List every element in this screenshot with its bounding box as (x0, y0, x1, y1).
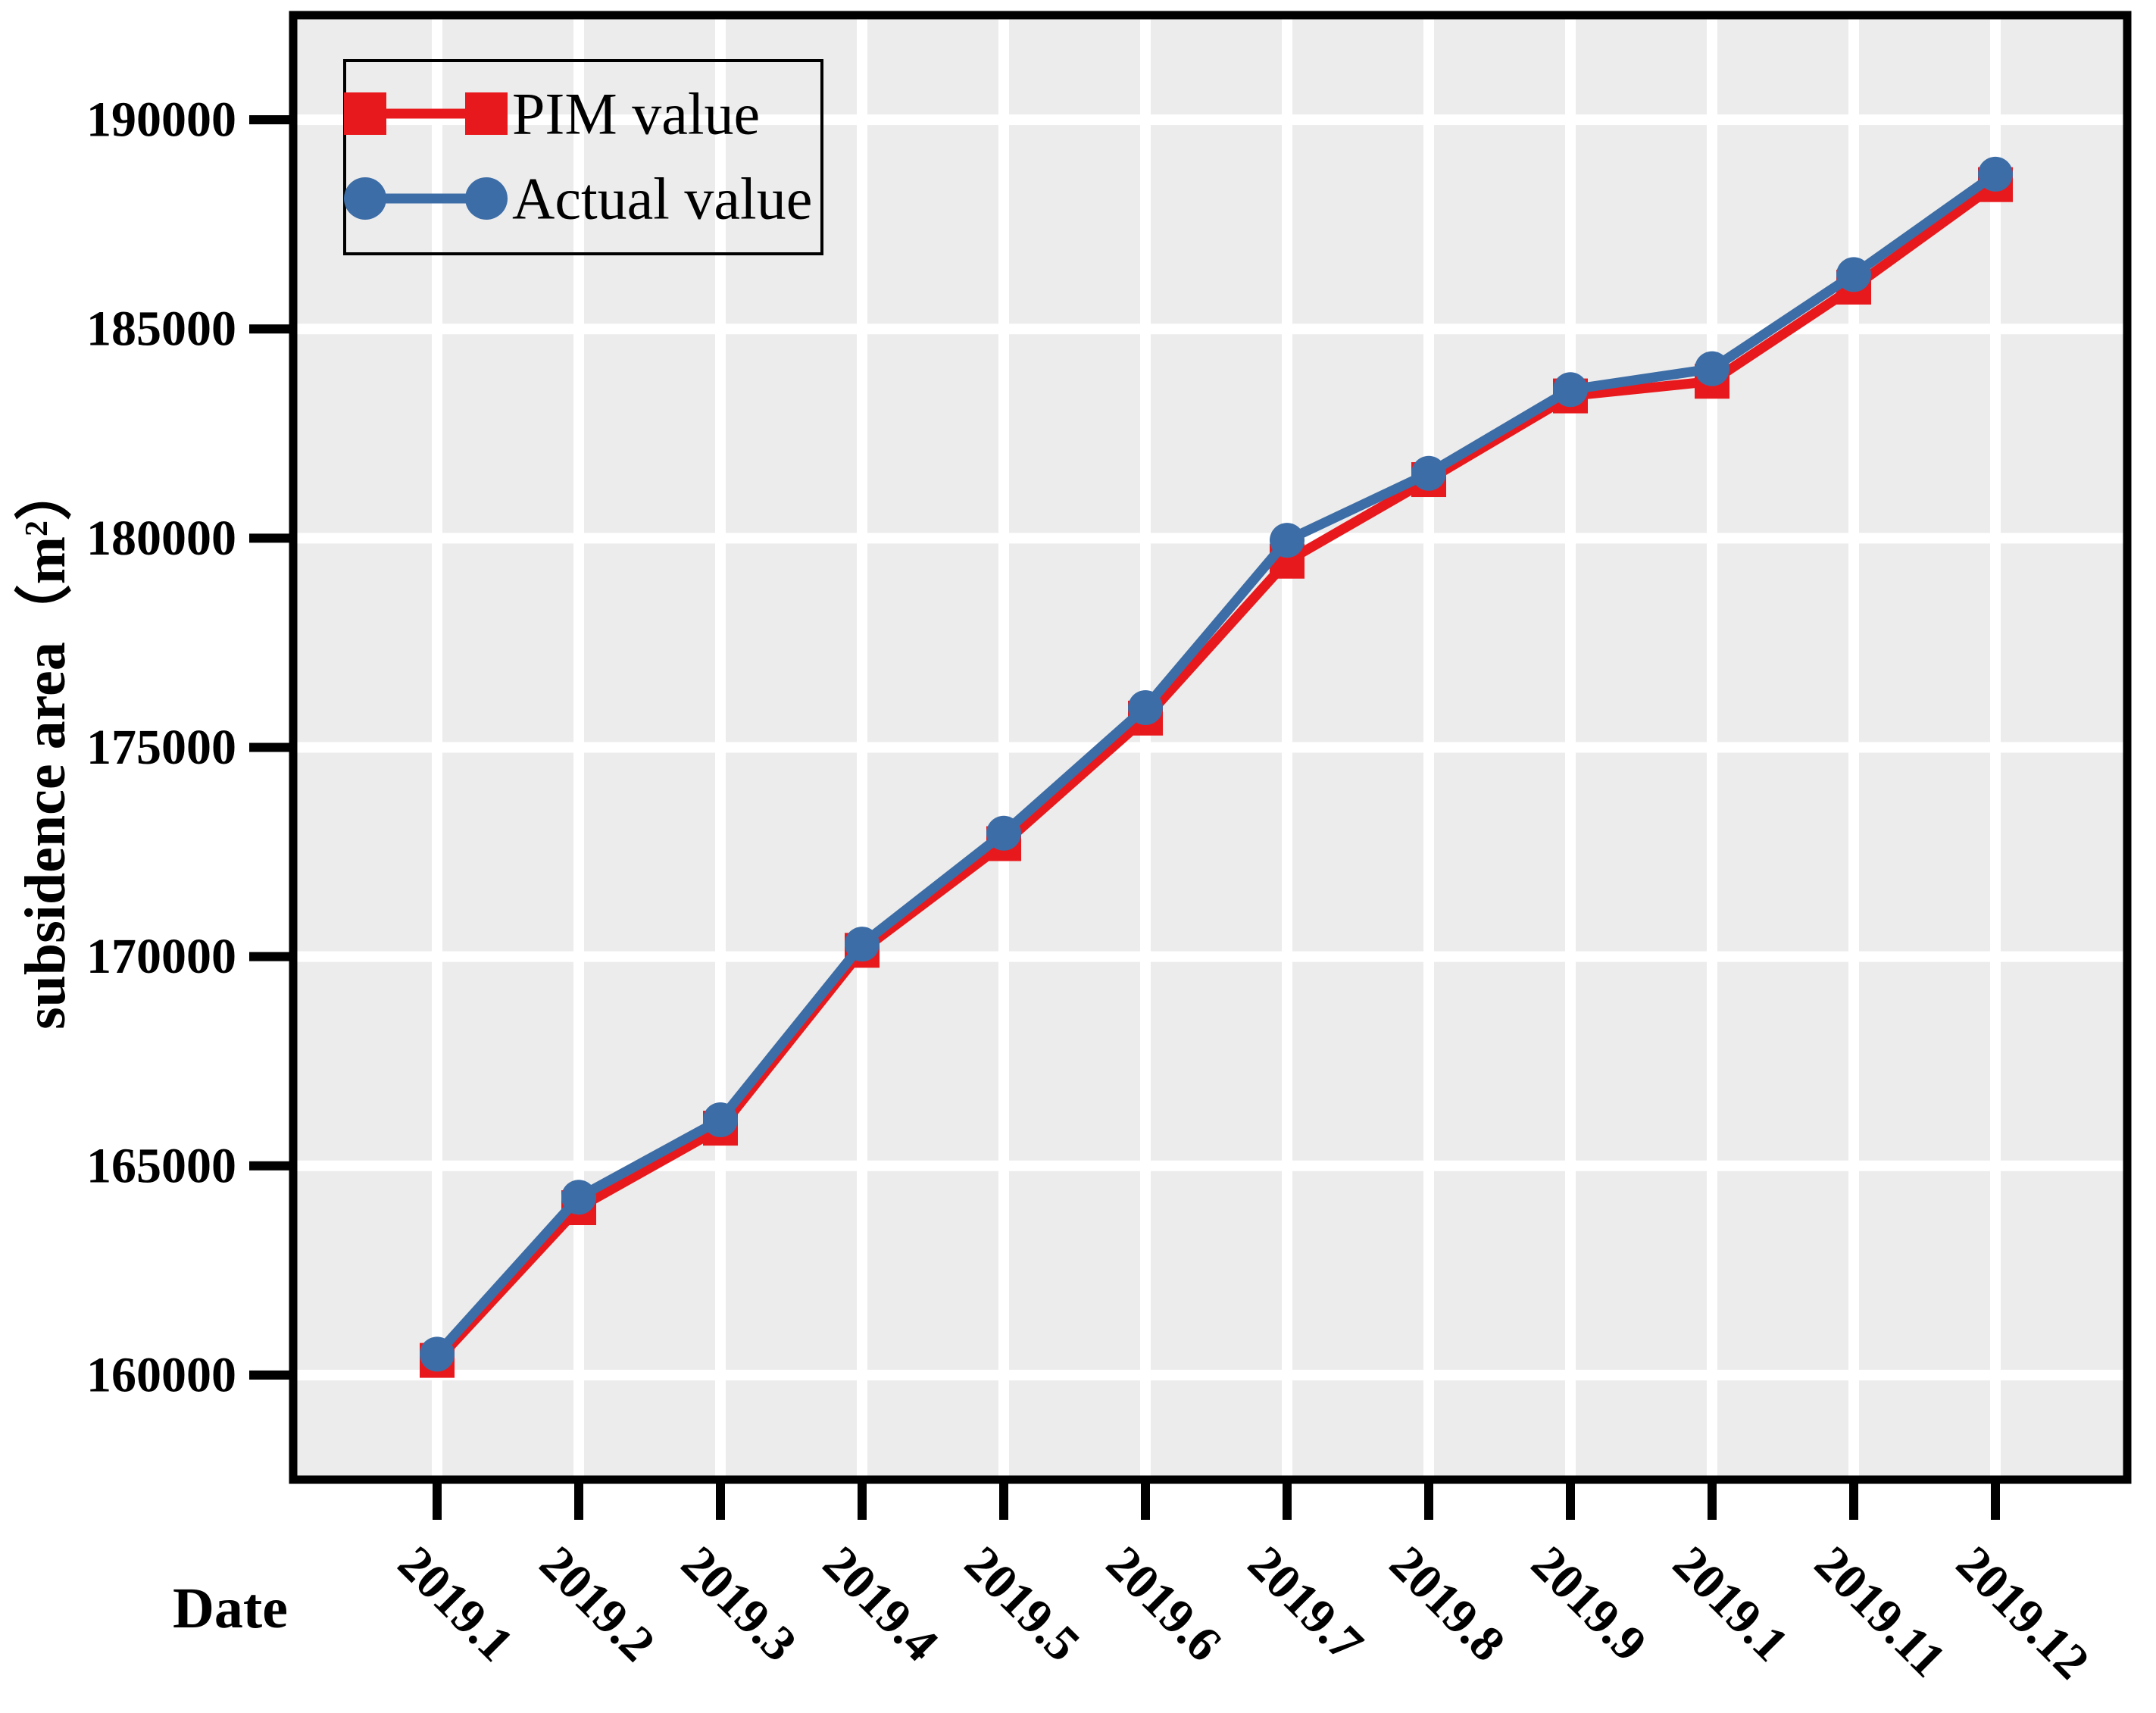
series-actual-value (420, 156, 2013, 1372)
legend-label: Actual value (512, 166, 812, 232)
y-tick-mark (249, 115, 289, 125)
legend-box (343, 59, 823, 255)
circle-marker (703, 1102, 738, 1138)
x-tick-mark (433, 1483, 442, 1520)
circle-marker (561, 1180, 596, 1215)
x-tick-label: 2019.6 (1095, 1536, 1232, 1672)
circle-marker (1695, 351, 1729, 386)
y-tick-label: 180000 (86, 511, 236, 566)
y-tick-mark (249, 533, 289, 543)
x-tick-mark (1991, 1483, 2000, 1520)
y-tick-label: 185000 (86, 302, 236, 357)
x-tick-label: 2019.8 (1379, 1536, 1515, 1672)
y-tick-mark (249, 742, 289, 752)
horizontal-gridline (293, 742, 2127, 753)
x-tick-mark (999, 1483, 1008, 1520)
circle-marker (845, 927, 880, 962)
horizontal-gridline (293, 1369, 2127, 1380)
legend-entry: Actual value (344, 166, 812, 232)
grid (293, 15, 2127, 1480)
horizontal-gridline (293, 114, 2127, 126)
x-tick-label: 2019.3 (670, 1536, 807, 1672)
legend-square-marker (465, 92, 508, 135)
horizontal-gridline (293, 533, 2127, 544)
y-tick-label: 160000 (86, 1347, 236, 1402)
horizontal-gridline (293, 1160, 2127, 1171)
y-tick-mark (249, 1161, 289, 1171)
x-tick-mark (858, 1483, 867, 1520)
x-tick-mark (1283, 1483, 1292, 1520)
x-tick-mark (1708, 1483, 1717, 1520)
x-axis-title: Date (173, 1577, 288, 1640)
y-tick-label: 170000 (86, 929, 236, 984)
x-tick-mark (1849, 1483, 1858, 1520)
x-tick-label: 2019.2 (529, 1536, 665, 1672)
circle-marker (1411, 455, 1446, 491)
x-tick-mark (574, 1483, 583, 1520)
plot-frame (289, 11, 2132, 1484)
x-tick-label: 2019.1 (1662, 1536, 1798, 1672)
x-tick-label: 2019.5 (954, 1536, 1090, 1672)
x-tick-labels: 2019.1 2019.2 2019.3 2019.4 2019.5 2019.6 2019… (387, 1536, 2099, 1690)
circle-marker (1978, 156, 2013, 192)
horizontal-gridline (293, 324, 2127, 335)
legend-circle-marker (344, 177, 386, 220)
legend-circle-marker (465, 177, 508, 220)
series-line (433, 170, 1998, 1358)
y-tick-mark (249, 1370, 289, 1380)
x-tick-label: 2019.1 (387, 1536, 523, 1672)
x-tick-mark (716, 1483, 725, 1520)
series-line (433, 180, 1998, 1364)
y-tick-mark (249, 324, 289, 334)
y-tick-label: 165000 (86, 1138, 236, 1193)
x-tick-mark (1566, 1483, 1575, 1520)
axis-ticks (249, 115, 2000, 1520)
x-tick-label: 2019.4 (812, 1536, 948, 1672)
legend-entry: PIM value (344, 81, 760, 147)
x-tick-label: 2019.12 (1945, 1536, 2099, 1690)
circle-marker (1128, 690, 1163, 726)
x-tick-label: 2019.7 (1237, 1536, 1373, 1672)
y-axis-title: subsidence area（m2） (14, 463, 77, 1030)
y-tick-label: 175000 (86, 720, 236, 775)
circle-marker (1270, 523, 1305, 558)
legend-label: PIM value (512, 81, 760, 147)
circle-marker (1836, 257, 1871, 292)
circle-marker (986, 815, 1021, 851)
y-tick-labels: 160000 165000 170000 175000 180000 185000 1900… (86, 92, 236, 1403)
x-tick-mark (1141, 1483, 1150, 1520)
x-tick-label: 2019.9 (1520, 1536, 1657, 1672)
y-tick-mark (249, 952, 289, 961)
legend-square-marker (344, 92, 386, 135)
x-tick-label: 2019.11 (1804, 1536, 1956, 1688)
x-tick-mark (1424, 1483, 1433, 1520)
circle-marker (420, 1336, 455, 1372)
y-tick-label: 190000 (86, 92, 236, 148)
horizontal-gridline (293, 951, 2127, 962)
circle-marker (1553, 372, 1588, 408)
legend: PIM value Actual value (343, 59, 823, 255)
